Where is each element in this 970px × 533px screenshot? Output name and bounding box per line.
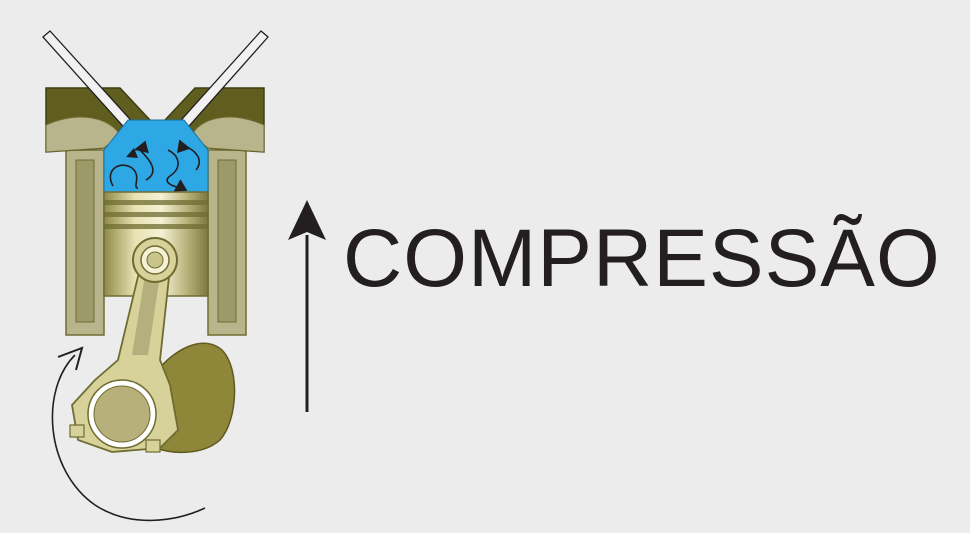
stroke-label: COMPRESSÃO — [343, 213, 941, 304]
curved-arrow-icon — [51, 346, 206, 522]
cylinder-wall-right — [207, 149, 247, 336]
piston-pin — [132, 237, 178, 283]
crank-pin — [87, 379, 157, 449]
arrow-up-icon — [288, 200, 326, 412]
combustion-chamber — [103, 119, 209, 193]
cylinder-wall-left — [65, 149, 105, 336]
swirl-arrows-icon — [109, 139, 200, 192]
